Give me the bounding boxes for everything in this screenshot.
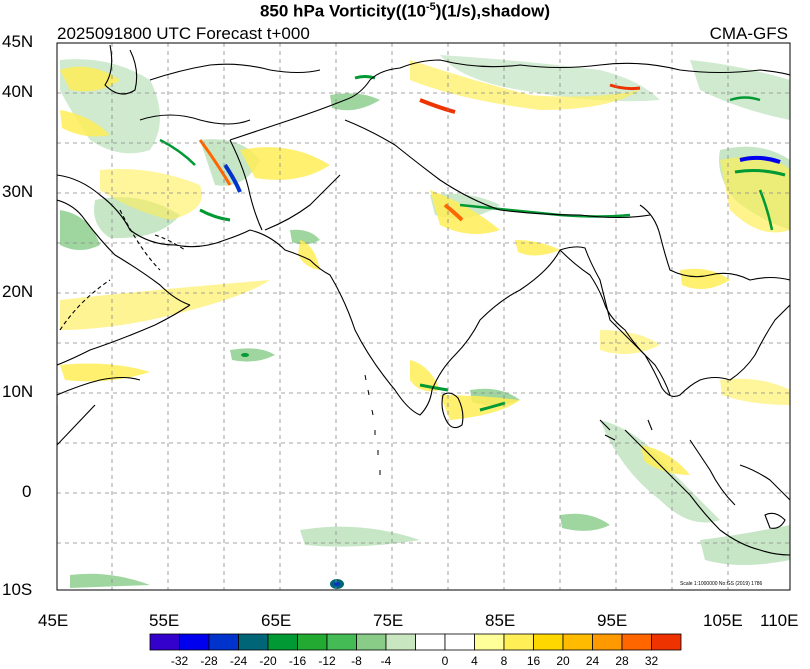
colorbar	[149, 633, 682, 651]
forecast-time-label: 2025091800 UTC Forecast t+000	[57, 24, 310, 43]
colorbar-swatch	[356, 633, 387, 651]
colorbar-tick-label: -28	[200, 654, 218, 668]
model-name-label: CMA-GFS	[709, 24, 788, 43]
plot-frame	[56, 42, 791, 591]
scale-note: Scale 1:1000000 No:GS (2019) 1786	[680, 581, 763, 587]
map-title: 850 hPa Vorticity((10-5)(1/s),shadow)	[0, 1, 810, 22]
lon-label-65e: 65E	[261, 611, 292, 630]
colorbar-swatch	[208, 633, 239, 651]
lon-label-85e: 85E	[485, 611, 516, 630]
lon-label-95e: 95E	[597, 611, 628, 630]
colorbar-tick-label: -4	[380, 654, 392, 668]
colorbar-tick-label: 4	[471, 654, 478, 668]
colorbar-tick-label: 24	[585, 654, 600, 668]
vorticity-field	[60, 55, 790, 589]
colorbar-tick-label: 8	[500, 654, 508, 668]
colorbar-swatch	[297, 633, 328, 651]
colorbar-tick-label: 0	[441, 654, 449, 668]
title-suffix: )(1/s),shadow)	[435, 1, 551, 21]
colorbar-swatch	[444, 633, 475, 651]
title-exponent: -5	[425, 1, 436, 13]
colorbar-tick-label: 32	[644, 654, 659, 668]
colorbar-swatch	[474, 633, 505, 651]
colorbar-tick-label: 16	[526, 654, 541, 668]
colorbar-tick-label: -20	[259, 654, 277, 668]
colorbar-swatch	[385, 633, 416, 651]
lon-label-45e: 45E	[38, 611, 69, 630]
colorbar-swatch	[533, 633, 564, 651]
colorbar-swatch	[179, 633, 210, 651]
lat-label-0: 0	[22, 482, 32, 501]
colorbar-swatch	[562, 633, 593, 651]
colorbar-swatch	[415, 633, 446, 651]
colorbar-tick-label: -12	[318, 654, 336, 668]
lat-label-10s: 10S	[2, 580, 33, 599]
colorbar-tick-label: 28	[615, 654, 629, 668]
title-prefix: 850 hPa Vorticity((10	[259, 1, 426, 21]
colorbar-tick-label: -16	[288, 654, 307, 668]
grid-lines	[57, 43, 790, 590]
lon-label-105e: 105E	[703, 611, 743, 630]
colorbar-swatch	[326, 633, 357, 651]
colorbar-swatch	[503, 633, 534, 651]
lat-label-40n: 40N	[2, 82, 34, 101]
colorbar-tick-label: -32	[170, 654, 189, 668]
lat-label-30n: 30N	[2, 182, 34, 201]
lat-label-20n: 20N	[2, 282, 34, 301]
colorbar-tick-label: -8	[351, 654, 362, 668]
lon-label-110e: 110E	[760, 611, 799, 630]
lon-label-75e: 75E	[373, 611, 404, 630]
colorbar-tick-label: 20	[556, 654, 570, 668]
lat-label-10n: 10N	[2, 382, 34, 401]
colorbar-swatch	[238, 633, 269, 651]
colorbar-swatch	[651, 633, 682, 651]
colorbar-swatch	[621, 633, 652, 651]
colorbar-tick-label: -24	[229, 654, 248, 668]
colorbar-swatch	[149, 633, 180, 651]
lon-label-55e: 55E	[149, 611, 180, 630]
colorbar-swatch	[267, 633, 298, 651]
colorbar-swatch	[592, 633, 623, 651]
coastlines	[57, 44, 790, 556]
lat-label-45n: 45N	[2, 32, 34, 51]
